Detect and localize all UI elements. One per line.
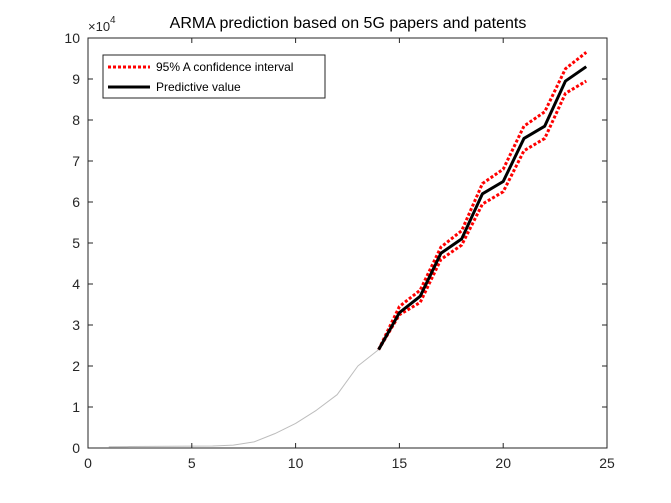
legend-box xyxy=(102,54,326,99)
y-tick-label-4: 4 xyxy=(72,276,80,292)
labels-layer: 0 5 10 15 20 25 0 1 2 3 4 5 6 7 8 9 10 xyxy=(64,30,615,471)
y-tick-label-9: 9 xyxy=(72,71,80,87)
series-line-0 xyxy=(108,349,379,448)
y-tick-label-8: 8 xyxy=(72,112,80,128)
legend-label-confidence: 95% A confidence interval xyxy=(156,60,293,74)
y-multiplier-exponent: 4 xyxy=(110,15,116,26)
y-tick-label-6: 6 xyxy=(72,194,80,210)
series-line-2 xyxy=(377,79,588,351)
y-tick-label-1: 1 xyxy=(72,399,80,415)
y-tick-label-7: 7 xyxy=(72,153,80,169)
x-tick-label-1: 5 xyxy=(188,455,196,471)
x-tick-label-0: 0 xyxy=(84,455,92,471)
series-layer xyxy=(108,51,588,448)
plot-area xyxy=(88,38,607,448)
y-tick-label-0: 0 xyxy=(72,440,80,456)
x-tick-label-3: 15 xyxy=(392,455,408,471)
legend-label-predictive: Predictive value xyxy=(156,80,241,94)
y-tick-label-3: 3 xyxy=(72,317,80,333)
y-tick-label-2: 2 xyxy=(72,358,80,374)
x-tick-label-4: 20 xyxy=(495,455,511,471)
series-line-3 xyxy=(377,65,588,351)
x-tick-label-2: 10 xyxy=(288,455,304,471)
x-tick-label-5: 25 xyxy=(599,455,615,471)
chart-title: ARMA prediction based on 5G papers and p… xyxy=(170,15,527,32)
series-line-1 xyxy=(377,51,588,351)
y-multiplier-base: ×10 xyxy=(88,19,110,34)
y-tick-label-10: 10 xyxy=(64,30,80,46)
legend: 95% A confidence interval Predictive val… xyxy=(102,54,326,99)
ticks-layer xyxy=(87,37,608,449)
y-tick-label-5: 5 xyxy=(72,235,80,251)
